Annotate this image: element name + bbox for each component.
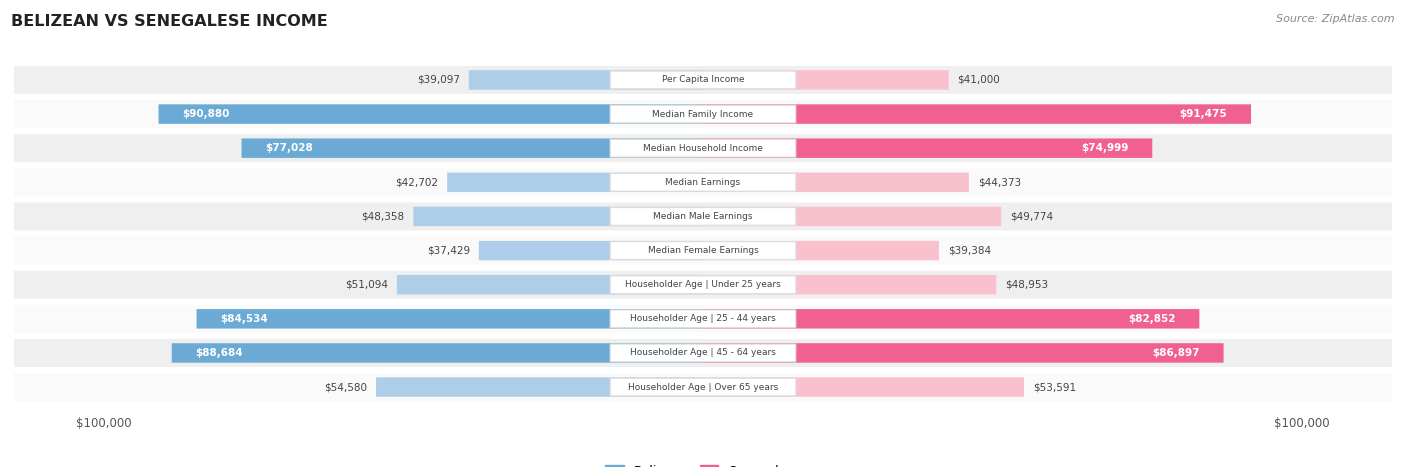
Text: Median Male Earnings: Median Male Earnings xyxy=(654,212,752,221)
FancyBboxPatch shape xyxy=(610,344,796,362)
FancyBboxPatch shape xyxy=(610,139,796,157)
Text: Householder Age | 25 - 44 years: Householder Age | 25 - 44 years xyxy=(630,314,776,323)
Text: $41,000: $41,000 xyxy=(957,75,1000,85)
FancyBboxPatch shape xyxy=(396,275,703,294)
FancyBboxPatch shape xyxy=(14,237,1392,264)
Text: $88,684: $88,684 xyxy=(195,348,243,358)
FancyBboxPatch shape xyxy=(610,71,796,89)
Text: $49,774: $49,774 xyxy=(1010,212,1053,221)
FancyBboxPatch shape xyxy=(468,70,703,90)
Text: $48,953: $48,953 xyxy=(1005,280,1049,290)
Text: $48,358: $48,358 xyxy=(361,212,405,221)
Text: $91,475: $91,475 xyxy=(1180,109,1227,119)
FancyBboxPatch shape xyxy=(242,138,703,158)
Text: $84,534: $84,534 xyxy=(221,314,269,324)
Text: $39,097: $39,097 xyxy=(416,75,460,85)
FancyBboxPatch shape xyxy=(159,104,703,124)
Text: $82,852: $82,852 xyxy=(1128,314,1175,324)
FancyBboxPatch shape xyxy=(703,275,997,294)
FancyBboxPatch shape xyxy=(14,373,1392,401)
FancyBboxPatch shape xyxy=(14,305,1392,333)
FancyBboxPatch shape xyxy=(703,207,1001,226)
FancyBboxPatch shape xyxy=(703,241,939,260)
Text: Per Capita Income: Per Capita Income xyxy=(662,76,744,85)
FancyBboxPatch shape xyxy=(172,343,703,363)
FancyBboxPatch shape xyxy=(703,104,1251,124)
FancyBboxPatch shape xyxy=(413,207,703,226)
FancyBboxPatch shape xyxy=(610,105,796,123)
FancyBboxPatch shape xyxy=(610,310,796,328)
FancyBboxPatch shape xyxy=(703,343,1223,363)
FancyBboxPatch shape xyxy=(610,207,796,225)
FancyBboxPatch shape xyxy=(703,173,969,192)
Text: Householder Age | 45 - 64 years: Householder Age | 45 - 64 years xyxy=(630,348,776,357)
FancyBboxPatch shape xyxy=(610,173,796,191)
FancyBboxPatch shape xyxy=(197,309,703,329)
Text: Median Earnings: Median Earnings xyxy=(665,178,741,187)
Text: Median Female Earnings: Median Female Earnings xyxy=(648,246,758,255)
Text: $42,702: $42,702 xyxy=(395,177,439,187)
FancyBboxPatch shape xyxy=(703,309,1199,329)
Text: $77,028: $77,028 xyxy=(266,143,314,153)
Text: Householder Age | Over 65 years: Householder Age | Over 65 years xyxy=(628,382,778,391)
Text: $86,897: $86,897 xyxy=(1152,348,1199,358)
FancyBboxPatch shape xyxy=(14,168,1392,196)
FancyBboxPatch shape xyxy=(447,173,703,192)
FancyBboxPatch shape xyxy=(375,377,703,397)
Legend: Belizean, Senegalese: Belizean, Senegalese xyxy=(600,460,806,467)
Text: $37,429: $37,429 xyxy=(426,246,470,255)
FancyBboxPatch shape xyxy=(610,242,796,260)
Text: $90,880: $90,880 xyxy=(183,109,231,119)
Text: $51,094: $51,094 xyxy=(344,280,388,290)
FancyBboxPatch shape xyxy=(610,378,796,396)
Text: Householder Age | Under 25 years: Householder Age | Under 25 years xyxy=(626,280,780,289)
FancyBboxPatch shape xyxy=(14,100,1392,128)
FancyBboxPatch shape xyxy=(610,276,796,294)
FancyBboxPatch shape xyxy=(703,70,949,90)
FancyBboxPatch shape xyxy=(479,241,703,260)
Text: $54,580: $54,580 xyxy=(323,382,367,392)
FancyBboxPatch shape xyxy=(14,339,1392,367)
Text: Median Household Income: Median Household Income xyxy=(643,144,763,153)
Text: BELIZEAN VS SENEGALESE INCOME: BELIZEAN VS SENEGALESE INCOME xyxy=(11,14,328,29)
FancyBboxPatch shape xyxy=(14,271,1392,299)
FancyBboxPatch shape xyxy=(14,134,1392,162)
Text: Source: ZipAtlas.com: Source: ZipAtlas.com xyxy=(1277,14,1395,24)
Text: Median Family Income: Median Family Income xyxy=(652,110,754,119)
FancyBboxPatch shape xyxy=(703,138,1153,158)
FancyBboxPatch shape xyxy=(703,377,1024,397)
Text: $53,591: $53,591 xyxy=(1033,382,1076,392)
Text: $44,373: $44,373 xyxy=(977,177,1021,187)
FancyBboxPatch shape xyxy=(14,203,1392,230)
Text: $39,384: $39,384 xyxy=(948,246,991,255)
FancyBboxPatch shape xyxy=(14,66,1392,94)
Text: $74,999: $74,999 xyxy=(1081,143,1129,153)
